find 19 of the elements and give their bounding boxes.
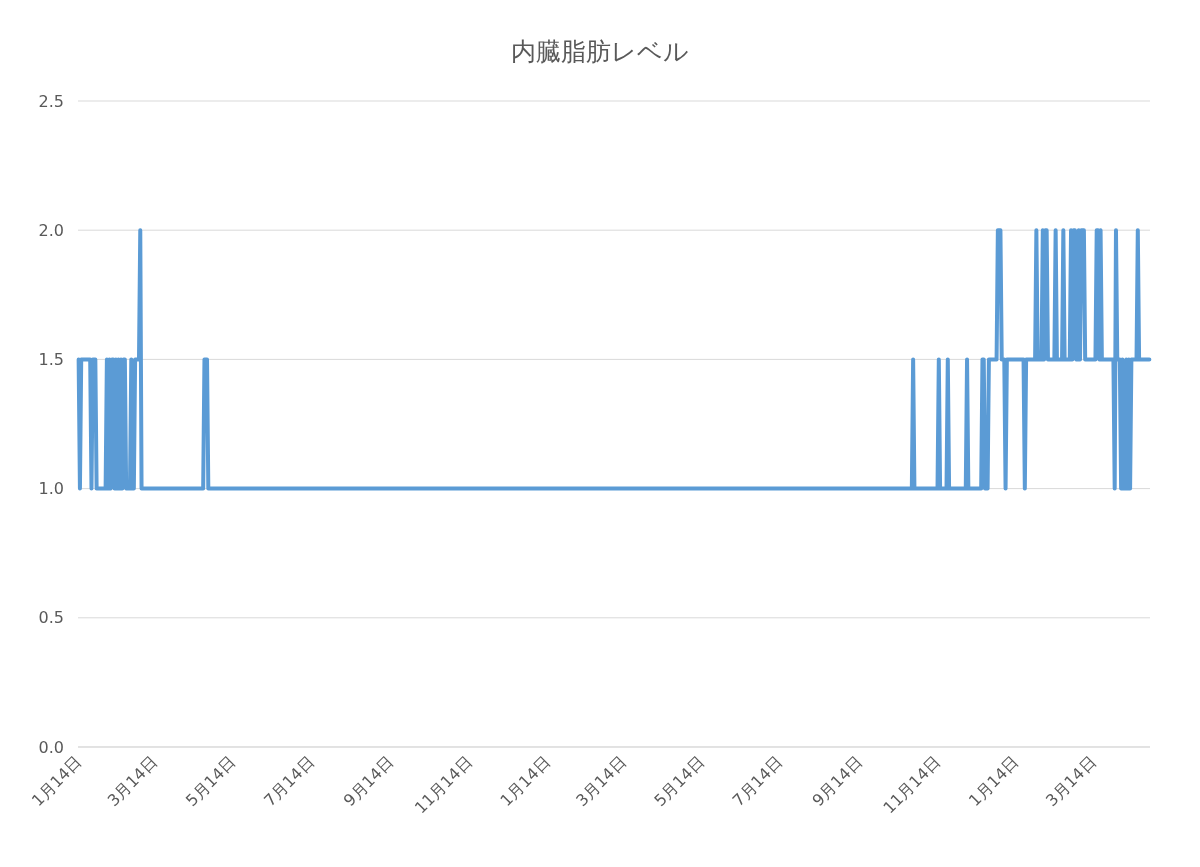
x-tick-label: 3月14日 xyxy=(1042,752,1100,811)
x-tick-label: 5月14日 xyxy=(650,752,709,811)
x-tick-label: 7月14日 xyxy=(260,752,318,811)
y-tick-label: 2.5 xyxy=(38,91,64,111)
x-tick-label: 11月14日 xyxy=(879,752,945,818)
x-tick-label: 7月14日 xyxy=(728,752,787,811)
x-tick-label: 3月14日 xyxy=(103,752,162,811)
x-tick-label: 1月14日 xyxy=(496,752,555,811)
y-tick-label: 0.5 xyxy=(38,608,64,628)
x-tick-label: 9月14日 xyxy=(808,752,866,811)
x-tick-label: 9月14日 xyxy=(339,752,398,811)
chart-title: 内臓脂肪レベル xyxy=(511,37,689,66)
y-tick-label: 1.5 xyxy=(38,350,64,369)
x-tick-label: 11月14日 xyxy=(410,752,476,818)
y-tick-label: 2.0 xyxy=(38,220,64,240)
x-tick-label: 3月14日 xyxy=(572,752,630,811)
x-tick-label: 1月14日 xyxy=(964,752,1023,811)
x-tick-label: 5月14日 xyxy=(181,752,240,811)
y-tick-label: 1.0 xyxy=(38,479,64,499)
